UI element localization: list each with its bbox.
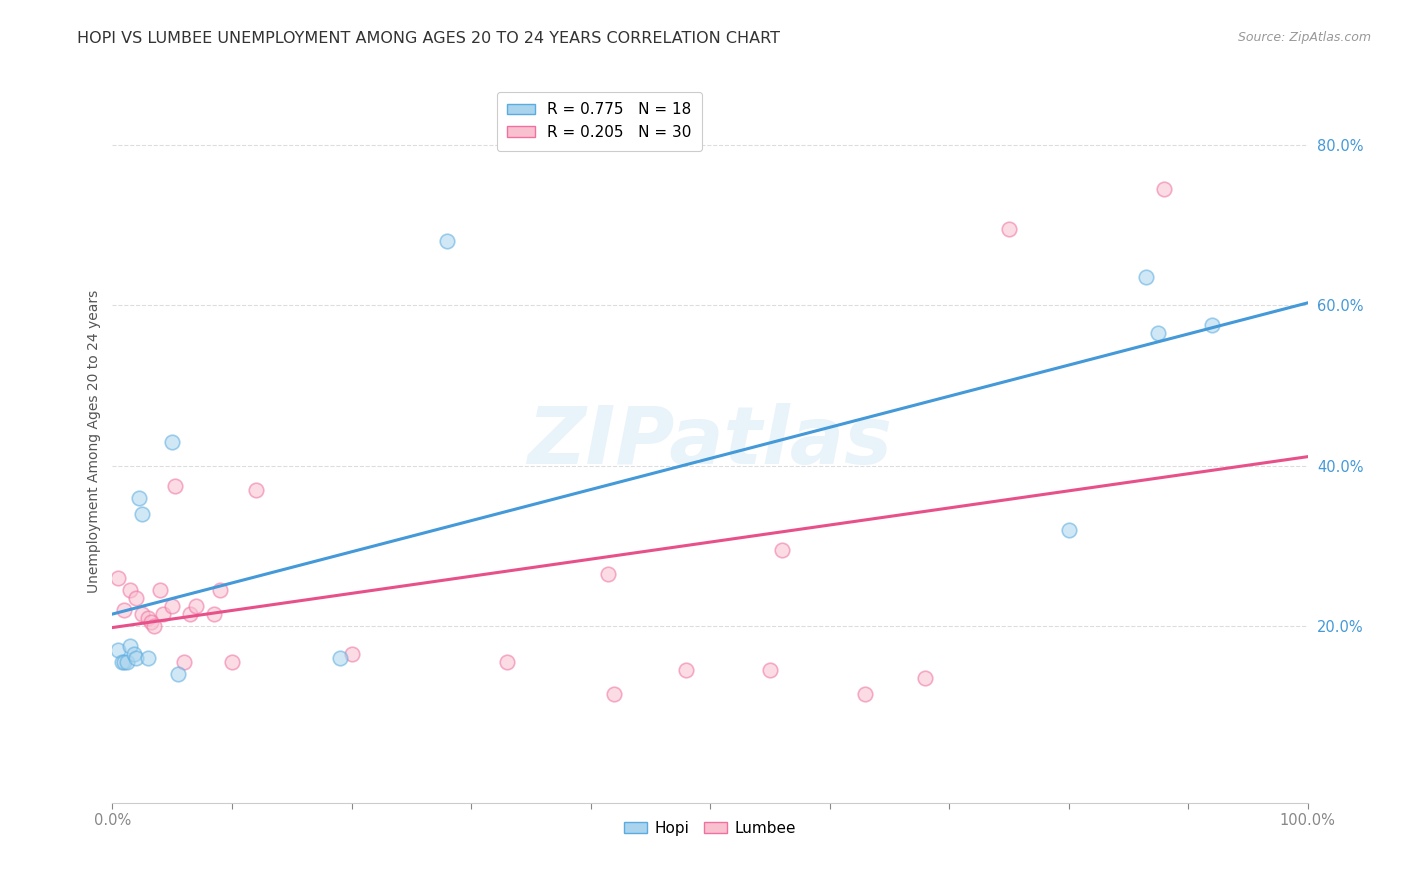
Y-axis label: Unemployment Among Ages 20 to 24 years: Unemployment Among Ages 20 to 24 years	[87, 290, 101, 593]
Point	[1057, 523, 1080, 537]
Point	[173, 655, 195, 669]
Text: ZIPatlas: ZIPatlas	[527, 402, 893, 481]
Point	[122, 648, 145, 662]
Point	[131, 607, 153, 621]
Point	[131, 507, 153, 521]
Point	[340, 648, 363, 662]
Text: Source: ZipAtlas.com: Source: ZipAtlas.com	[1237, 31, 1371, 45]
Point	[245, 483, 267, 497]
Point	[770, 542, 793, 557]
Point	[139, 615, 162, 630]
Point	[1135, 269, 1157, 284]
Point	[149, 583, 172, 598]
Point	[152, 607, 174, 621]
Point	[125, 651, 148, 665]
Point	[167, 667, 190, 681]
Point	[125, 591, 148, 606]
Point	[1201, 318, 1223, 333]
Point	[759, 664, 782, 678]
Point	[107, 643, 129, 657]
Point	[1153, 181, 1175, 195]
Point	[855, 687, 877, 701]
Point	[221, 655, 243, 669]
Point	[138, 651, 160, 665]
Point	[998, 221, 1021, 235]
Point	[162, 434, 183, 449]
Point	[603, 687, 626, 701]
Point	[186, 599, 208, 614]
Point	[120, 639, 142, 653]
Legend: Hopi, Lumbee: Hopi, Lumbee	[617, 815, 803, 842]
Point	[202, 607, 225, 621]
Point	[114, 603, 135, 617]
Point	[436, 234, 458, 248]
Point	[107, 571, 129, 585]
Point	[914, 671, 936, 685]
Text: HOPI VS LUMBEE UNEMPLOYMENT AMONG AGES 20 TO 24 YEARS CORRELATION CHART: HOPI VS LUMBEE UNEMPLOYMENT AMONG AGES 2…	[77, 31, 780, 46]
Point	[143, 619, 166, 633]
Point	[675, 664, 697, 678]
Point	[114, 655, 135, 669]
Point	[179, 607, 201, 621]
Point	[115, 655, 138, 669]
Point	[111, 655, 134, 669]
Point	[1147, 326, 1170, 341]
Point	[120, 583, 142, 598]
Point	[209, 583, 232, 598]
Point	[162, 599, 183, 614]
Point	[163, 478, 186, 492]
Point	[138, 611, 160, 625]
Point	[128, 491, 150, 505]
Point	[329, 651, 352, 665]
Point	[598, 567, 620, 582]
Point	[496, 655, 519, 669]
